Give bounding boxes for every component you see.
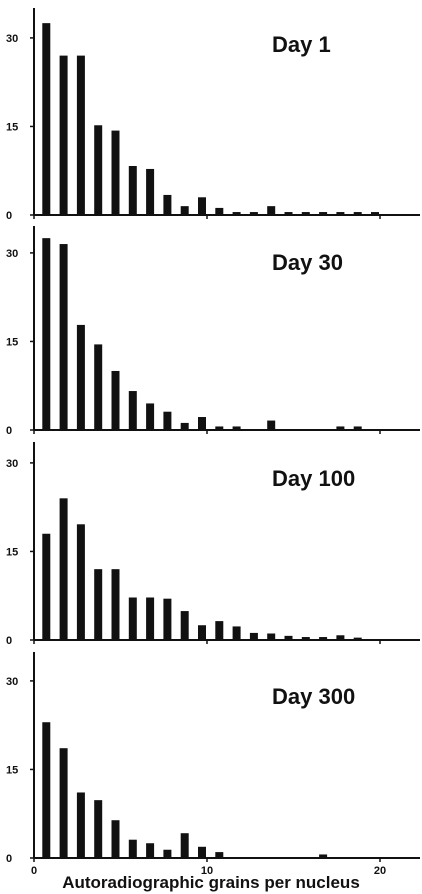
bar bbox=[94, 800, 103, 858]
bar bbox=[371, 212, 379, 215]
bar bbox=[215, 426, 224, 430]
y-tick-label: 15 bbox=[6, 764, 18, 776]
bar bbox=[198, 197, 206, 215]
bar bbox=[111, 569, 120, 640]
y-tick-label: 15 bbox=[6, 121, 18, 133]
panel-title: Day 30 bbox=[272, 250, 343, 275]
bar bbox=[94, 125, 103, 215]
bar bbox=[128, 597, 137, 640]
x-axis-title: Autoradiographic grains per nucleus bbox=[62, 873, 360, 892]
bar bbox=[128, 166, 137, 215]
bar bbox=[301, 212, 310, 215]
y-tick-label: 30 bbox=[6, 248, 18, 260]
x-tick-label: 20 bbox=[374, 865, 386, 877]
bar bbox=[267, 420, 276, 430]
bar bbox=[59, 55, 68, 216]
bar bbox=[353, 426, 362, 430]
y-tick-label: 15 bbox=[6, 546, 18, 558]
bar bbox=[42, 23, 51, 216]
y-tick-label: 0 bbox=[6, 425, 12, 437]
bar bbox=[198, 846, 206, 858]
bar bbox=[59, 748, 68, 858]
y-tick-label: 30 bbox=[6, 33, 18, 45]
bar bbox=[42, 722, 51, 858]
bar bbox=[232, 426, 241, 430]
bar bbox=[146, 403, 155, 430]
bar bbox=[111, 130, 120, 215]
bar bbox=[76, 55, 85, 216]
x-tick-label: 0 bbox=[31, 865, 37, 877]
bar bbox=[163, 194, 172, 215]
bar bbox=[319, 854, 328, 858]
y-tick-label: 30 bbox=[6, 458, 18, 470]
bar bbox=[267, 633, 276, 640]
bar bbox=[301, 637, 310, 640]
y-tick-label: 15 bbox=[6, 336, 18, 348]
bar bbox=[198, 417, 206, 430]
bar bbox=[232, 212, 241, 215]
bar bbox=[249, 632, 258, 640]
panel-title: Day 300 bbox=[272, 684, 355, 709]
bar bbox=[232, 626, 241, 640]
bar bbox=[180, 833, 189, 858]
bar bbox=[42, 533, 51, 640]
bar bbox=[180, 206, 189, 215]
bar bbox=[111, 370, 120, 430]
bar bbox=[180, 422, 189, 430]
bar bbox=[353, 212, 362, 215]
bar bbox=[163, 598, 172, 640]
bar bbox=[128, 839, 137, 858]
bar bbox=[336, 212, 345, 215]
bar bbox=[353, 637, 362, 640]
bar bbox=[94, 569, 103, 640]
bar bbox=[284, 635, 293, 640]
bar bbox=[76, 324, 85, 430]
bar bbox=[163, 849, 172, 858]
bar bbox=[319, 637, 328, 640]
y-tick-label: 0 bbox=[6, 635, 12, 647]
panel-title: Day 1 bbox=[272, 32, 331, 57]
panel-title: Day 100 bbox=[272, 466, 355, 491]
bar bbox=[180, 611, 189, 640]
bar bbox=[146, 168, 155, 215]
bar bbox=[215, 207, 224, 215]
y-tick-label: 30 bbox=[6, 676, 18, 688]
bar bbox=[146, 597, 155, 640]
bar bbox=[319, 212, 328, 215]
bar bbox=[94, 344, 103, 430]
bar bbox=[198, 625, 206, 640]
bar bbox=[128, 391, 137, 430]
bar bbox=[146, 843, 155, 858]
x-tick-label: 10 bbox=[201, 865, 213, 877]
bar bbox=[111, 820, 120, 858]
bar bbox=[42, 238, 51, 430]
bar bbox=[336, 426, 345, 430]
bar bbox=[163, 411, 172, 430]
bar bbox=[267, 206, 276, 215]
bar bbox=[336, 635, 345, 640]
y-tick-label: 0 bbox=[6, 210, 12, 222]
bar bbox=[59, 498, 68, 640]
y-tick-label: 0 bbox=[6, 853, 12, 865]
bar bbox=[76, 792, 85, 858]
bar bbox=[76, 524, 85, 640]
bar bbox=[249, 212, 258, 215]
bar bbox=[59, 244, 68, 430]
bar bbox=[215, 852, 224, 858]
bar bbox=[284, 212, 293, 215]
bar bbox=[215, 621, 224, 640]
